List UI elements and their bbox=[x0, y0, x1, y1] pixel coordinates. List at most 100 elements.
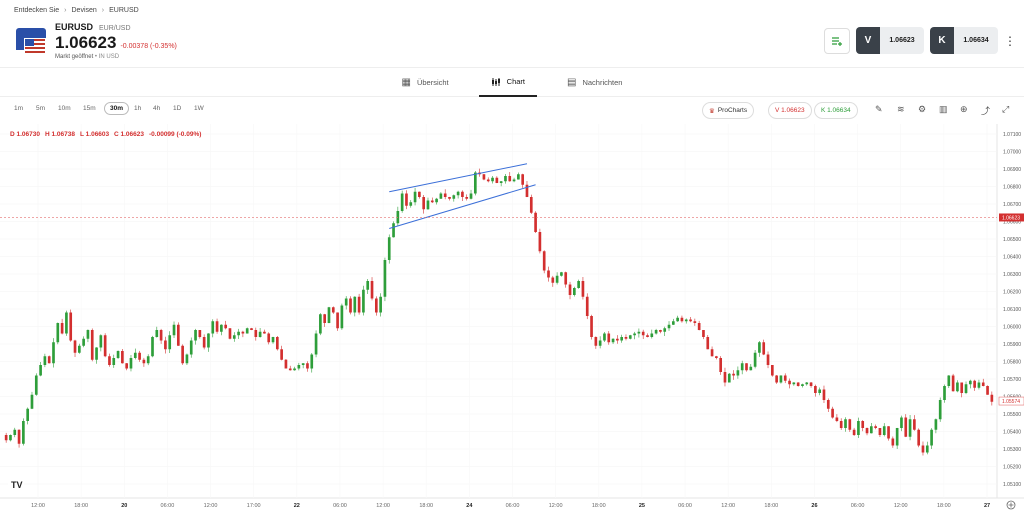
candle bbox=[891, 436, 895, 448]
candle bbox=[805, 382, 809, 386]
breadcrumb-forex[interactable]: Devisen bbox=[71, 7, 97, 14]
candle bbox=[215, 318, 219, 334]
candle bbox=[723, 367, 727, 387]
candle bbox=[844, 417, 847, 432]
candle bbox=[504, 174, 507, 184]
candle bbox=[826, 398, 830, 412]
timeframe-1h[interactable]: 1h bbox=[134, 105, 142, 112]
timeframe-10m[interactable]: 10m bbox=[58, 105, 71, 112]
candle bbox=[637, 328, 641, 338]
candle bbox=[517, 172, 520, 180]
breadcrumb-explore[interactable]: Entdecken Sie bbox=[14, 7, 60, 14]
candle bbox=[103, 333, 107, 358]
ohlc-open: D 1.06730 bbox=[10, 131, 40, 138]
y-tick-label: 1.07100 bbox=[1003, 132, 1021, 138]
candle bbox=[917, 428, 921, 448]
candle bbox=[491, 175, 494, 184]
sell-button[interactable]: V 1.06623 bbox=[856, 27, 924, 54]
candle bbox=[719, 356, 723, 375]
candle bbox=[900, 415, 903, 432]
channel-upper-line[interactable] bbox=[389, 163, 528, 193]
buy-button[interactable]: K 1.06634 bbox=[930, 27, 998, 54]
candle bbox=[641, 329, 645, 340]
candle bbox=[745, 363, 748, 372]
time-settings-icon[interactable] bbox=[1006, 500, 1016, 510]
channel-lower-line[interactable] bbox=[389, 184, 536, 229]
candle bbox=[568, 281, 572, 300]
candle bbox=[585, 293, 589, 320]
candle bbox=[646, 333, 649, 338]
candle bbox=[616, 335, 619, 344]
candle bbox=[770, 364, 774, 377]
timeframe-5m[interactable]: 5m bbox=[36, 105, 46, 112]
candle bbox=[469, 189, 473, 200]
candle bbox=[443, 189, 447, 200]
candle bbox=[379, 293, 382, 317]
candle bbox=[529, 194, 533, 214]
candle bbox=[43, 353, 47, 368]
more-options-icon[interactable]: ⋮ bbox=[1004, 33, 1016, 48]
procharts-label: ProCharts bbox=[717, 107, 748, 114]
candle bbox=[930, 428, 933, 449]
candle bbox=[947, 375, 951, 388]
timeframe-15m[interactable]: 15m bbox=[83, 105, 96, 112]
candle bbox=[702, 329, 705, 340]
candle bbox=[814, 384, 817, 397]
candle bbox=[198, 329, 202, 339]
candle bbox=[779, 375, 783, 384]
y-tick-label: 1.06800 bbox=[1003, 185, 1021, 191]
candle bbox=[405, 190, 408, 210]
watchlist-add-button[interactable] bbox=[824, 27, 850, 54]
candle bbox=[986, 385, 989, 395]
breadcrumb-current: EURUSD bbox=[109, 7, 139, 14]
timeframe-4h[interactable]: 4h bbox=[153, 105, 161, 112]
candle bbox=[960, 382, 964, 398]
svg-text:TV: TV bbox=[11, 480, 23, 490]
candle bbox=[392, 221, 395, 238]
draw-pencil-icon[interactable]: ✎ bbox=[875, 104, 883, 114]
ohlc-legend: D 1.06730 H 1.06738 L 1.06603 C 1.06623 … bbox=[10, 131, 201, 138]
gear-icon[interactable]: ⚙ bbox=[918, 104, 927, 114]
quick-buy-label: K 1.06634 bbox=[821, 107, 851, 114]
ohlc-low: L 1.06603 bbox=[80, 131, 110, 138]
fullscreen-icon[interactable]: ⤢ bbox=[1002, 104, 1010, 114]
x-tick-label: 12:00 bbox=[894, 503, 908, 509]
timeframe-1m[interactable]: 1m bbox=[14, 105, 24, 112]
chart-type-icon[interactable]: ▥ bbox=[939, 104, 948, 114]
indicators-icon[interactable]: ≋ bbox=[897, 104, 905, 114]
candle bbox=[90, 328, 94, 362]
candle bbox=[740, 360, 744, 375]
candle bbox=[710, 346, 714, 357]
candle bbox=[284, 359, 288, 369]
candle bbox=[715, 355, 718, 360]
tab-chart[interactable]: Chart bbox=[478, 68, 537, 97]
news-icon: ▤ bbox=[567, 77, 577, 88]
candle bbox=[473, 170, 477, 196]
quick-sell-button[interactable]: V 1.06623 bbox=[768, 102, 812, 119]
candle bbox=[525, 181, 529, 198]
candle bbox=[241, 330, 245, 338]
candle bbox=[598, 336, 602, 349]
price-chart[interactable]: 1.07100 1.07000 1.06900 1.06800 1.06700 1.066… bbox=[0, 124, 1024, 512]
quick-buy-button[interactable]: K 1.06634 bbox=[814, 102, 858, 119]
candle bbox=[159, 328, 163, 344]
y-tick-label: 1.06200 bbox=[1003, 290, 1021, 296]
tab-overview[interactable]: ▦ Übersicht bbox=[390, 68, 461, 97]
timeframe-30m[interactable]: 30m bbox=[104, 102, 130, 115]
candle bbox=[146, 354, 150, 366]
current-price-tag-label: 1.06623 bbox=[1002, 215, 1020, 221]
compare-icon[interactable]: ⊕ bbox=[960, 104, 968, 114]
candle bbox=[869, 422, 873, 434]
candle bbox=[659, 329, 662, 334]
candlestick-chart[interactable]: 1.07100 1.07000 1.06900 1.06800 1.06700 1.066… bbox=[0, 124, 1024, 512]
procharts-button[interactable]: ♛ ProCharts bbox=[702, 102, 755, 119]
tab-news[interactable]: ▤ Nachrichten bbox=[555, 68, 634, 97]
candle bbox=[908, 415, 912, 441]
x-tick-label: 18:00 bbox=[764, 503, 778, 509]
timeframe-1w[interactable]: 1W bbox=[194, 105, 204, 112]
instrument-header: EURUSD EUR/USD 1.06623 -0.00378 (-0.35%)… bbox=[16, 22, 177, 60]
candle bbox=[968, 379, 972, 389]
share-icon[interactable]: ⤴ bbox=[981, 106, 991, 116]
candle bbox=[228, 328, 232, 340]
timeframe-1d[interactable]: 1D bbox=[173, 105, 182, 112]
